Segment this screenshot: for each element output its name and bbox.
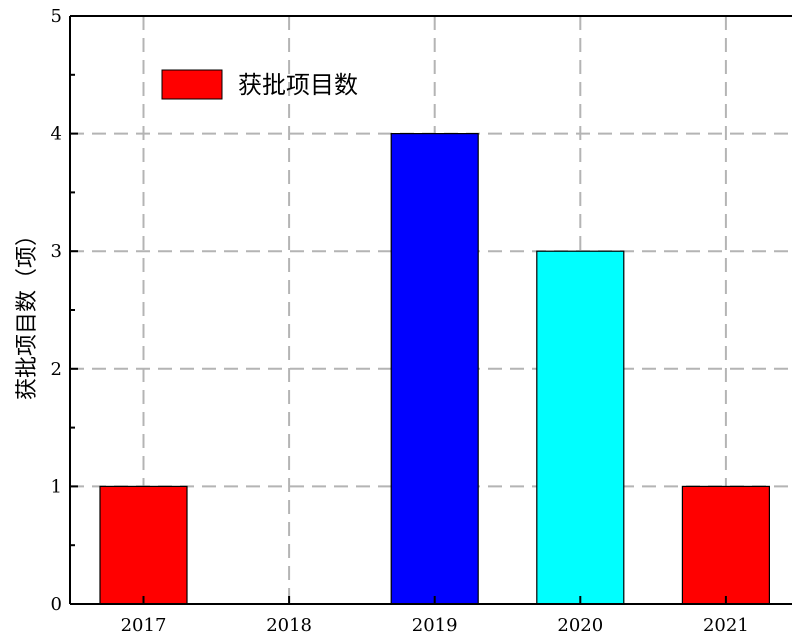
x-tick-label-2020: 2020 xyxy=(557,615,603,636)
x-tick-label-2021: 2021 xyxy=(703,615,749,636)
x-tick-label-2018: 2018 xyxy=(266,615,312,636)
bar-2019 xyxy=(390,133,479,605)
bar-2020 xyxy=(536,250,625,605)
axes xyxy=(69,15,792,605)
legend-swatch xyxy=(161,69,223,100)
tick-labels: 0 1 2 3 4 5 2017 2018 2019 2020 2021 xyxy=(51,6,749,636)
y-tick-label-1: 1 xyxy=(51,476,62,497)
legend-label: 获批项目数 xyxy=(238,71,358,99)
bar-2021 xyxy=(681,485,771,605)
y-axis-label: 获批项目数（项） xyxy=(15,224,40,400)
bar-2017 xyxy=(99,485,188,605)
x-tick-label-2017: 2017 xyxy=(121,615,167,636)
y-tick-label-4: 4 xyxy=(51,124,62,145)
y-tick-label-0: 0 xyxy=(51,594,62,615)
x-tick-label-2019: 2019 xyxy=(412,615,458,636)
y-tick-label-2: 2 xyxy=(51,359,62,380)
y-tick-label-3: 3 xyxy=(51,241,62,262)
legend: 获批项目数 xyxy=(161,69,358,100)
y-tick-label-5: 5 xyxy=(51,6,62,27)
